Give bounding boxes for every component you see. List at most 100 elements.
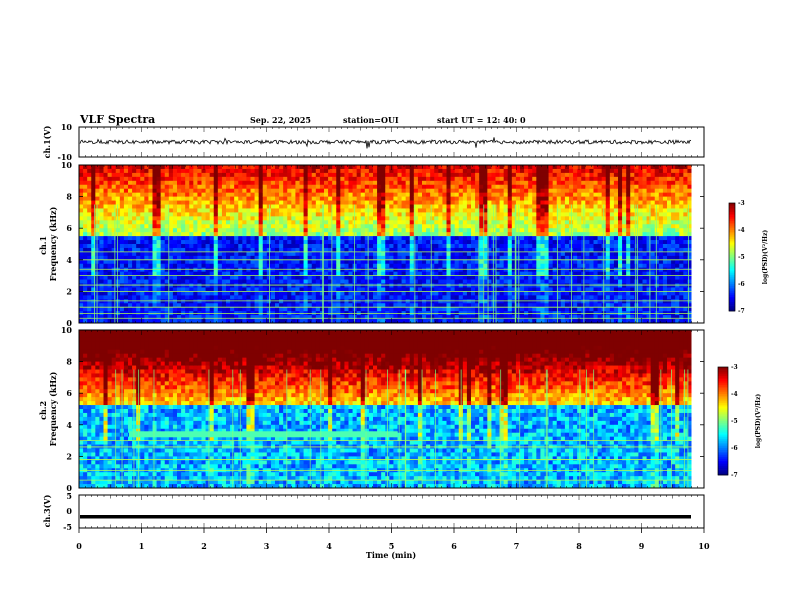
spec-cell [373, 295, 378, 300]
spec-cell [144, 295, 149, 300]
spec-cell [311, 165, 317, 170]
ch1-ytick-top: 10 [61, 122, 73, 132]
spec-cell [560, 204, 566, 209]
spec-cell [262, 165, 268, 170]
spec-cell [528, 295, 533, 300]
spec-cell [368, 172, 374, 178]
spec-cell [164, 196, 170, 201]
spec-cell [430, 291, 435, 296]
spec-cell [471, 291, 476, 296]
spec-cell [287, 299, 292, 304]
spec-cell [201, 180, 206, 186]
spec-cell [393, 267, 398, 273]
spec-cell [544, 271, 549, 276]
spec-cell [307, 228, 313, 233]
spec-cell [364, 196, 370, 201]
spec-cell [107, 295, 113, 300]
spec-cell [111, 303, 117, 308]
spec-cell [368, 165, 374, 170]
spec-cell [140, 259, 145, 265]
spec-cell [466, 204, 472, 209]
spec-cell [197, 216, 202, 221]
spec-cell [430, 271, 435, 276]
spec-cell [91, 172, 96, 178]
spec-cell [279, 236, 284, 241]
spec-cell [242, 184, 247, 190]
spec-cell [111, 244, 117, 249]
spec-cell [136, 319, 141, 324]
spec-cell [560, 172, 566, 178]
spec-cell [438, 263, 443, 269]
spec-cell [250, 244, 255, 249]
spec-cell [471, 267, 476, 273]
spec-cell [136, 220, 141, 225]
spec-cell [95, 267, 100, 273]
spec-cell [540, 204, 545, 209]
spec-cell [573, 188, 578, 194]
spec-cell [217, 216, 223, 221]
spec-cell [128, 247, 133, 253]
spec-cell [275, 236, 280, 241]
spec-cell [79, 255, 84, 261]
spec-cell [128, 192, 133, 197]
spec-cell [332, 224, 337, 229]
spec-cell [279, 165, 284, 170]
spec-cell [466, 165, 472, 170]
spec-cell [279, 295, 284, 300]
spec-cell [311, 315, 317, 320]
spec-cell [373, 291, 378, 296]
spec-cell [177, 196, 182, 201]
spec-cell [544, 228, 549, 233]
spec-cell [221, 188, 227, 194]
spec-cell [279, 184, 284, 190]
spec-cell [111, 295, 117, 300]
spec-cell [87, 220, 92, 225]
spec-cell [458, 172, 464, 178]
spec-cell [189, 240, 194, 245]
spec-cell [434, 168, 439, 174]
spec-cell [221, 168, 227, 174]
spec-cell [389, 279, 394, 284]
spec-cell [475, 165, 480, 170]
spec-cell [201, 224, 206, 229]
spec-cell [377, 188, 382, 194]
spec-cell [136, 184, 141, 190]
spec-cell [442, 295, 447, 300]
spec-cell [426, 295, 431, 300]
spec-cell [544, 224, 549, 229]
spec-cell [495, 247, 500, 253]
spec-cell [381, 319, 386, 324]
spec-cell [156, 287, 162, 292]
spec-cell [185, 255, 190, 261]
spec-cell [185, 216, 190, 221]
spec-cell [336, 200, 341, 205]
spec-cell [279, 224, 284, 229]
spec-cell [189, 283, 194, 288]
spec-cell [303, 204, 309, 209]
spec-cell [242, 228, 247, 233]
spec-cell [487, 283, 492, 288]
spec-cell [87, 271, 92, 276]
spec-cell [144, 283, 149, 288]
spec-cell [201, 192, 206, 197]
spec-cell [515, 188, 521, 194]
spec-cell [442, 240, 447, 245]
spec-cell [417, 204, 423, 209]
spec-cell [524, 196, 529, 201]
spec-cell [242, 251, 247, 257]
spec-cell [442, 275, 447, 280]
spec-cell [242, 271, 247, 276]
spec-cell [528, 287, 533, 292]
spec-cell [393, 271, 398, 276]
spec-cell [287, 180, 292, 186]
spec-cell [242, 220, 247, 225]
spec-cell [540, 275, 545, 280]
spec-cell [564, 232, 570, 237]
spec-cell [95, 299, 100, 304]
spec-cell [454, 220, 460, 225]
spec-cell [185, 240, 190, 245]
spec-cell [283, 259, 288, 265]
spec-cell [332, 192, 337, 197]
spec-cell [389, 307, 394, 312]
spec-cell [389, 204, 394, 209]
